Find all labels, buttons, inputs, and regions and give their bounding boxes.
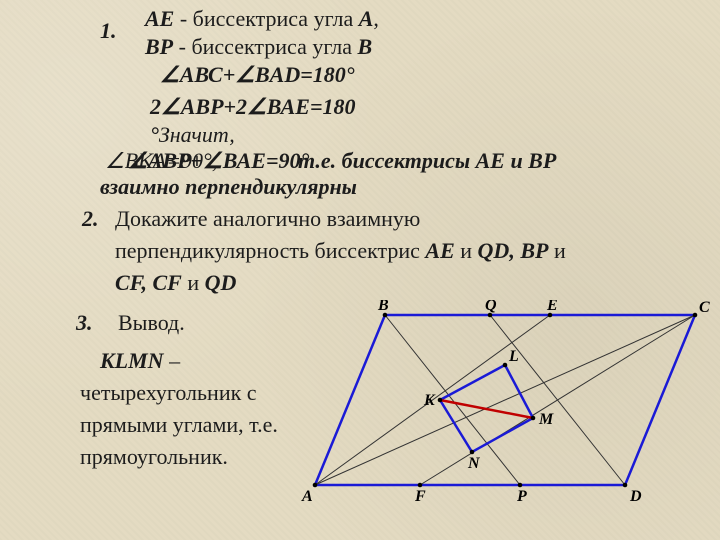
step2-l2: перпендикулярность биссектрис АЕ и QD, B… xyxy=(115,238,566,264)
eq1: ∠АВС+∠BAD=180° xyxy=(160,62,355,88)
step3-l2: KLMN – xyxy=(100,348,180,374)
svg-text:K: K xyxy=(423,392,436,409)
svg-text:F: F xyxy=(414,488,426,505)
svg-text:D: D xyxy=(629,488,642,505)
concl-a: т.е. биссектрисы АЕ и ВР xyxy=(298,148,556,174)
step1-number: 1. xyxy=(100,18,117,44)
eq2: 2∠АВР+2∠ВАЕ=180 xyxy=(150,94,356,120)
svg-text:A: A xyxy=(301,488,313,505)
step2-l1: Докажите аналогично взаимную xyxy=(115,206,420,232)
step3-l4: прямыми углами, т.е. xyxy=(80,412,278,438)
svg-text:E: E xyxy=(546,300,558,314)
concl-b: взаимно перпендикулярны xyxy=(100,174,357,200)
step3-l3: четырехугольник с xyxy=(80,380,257,406)
step1-line2: ВР - биссектриса угла В xyxy=(145,34,372,60)
step2-l3: CF, CF и QD xyxy=(115,270,236,296)
step2-number: 2. xyxy=(82,206,99,232)
step3-number: 3. xyxy=(76,310,93,336)
step3-l1: Вывод. xyxy=(118,310,185,336)
svg-text:M: M xyxy=(538,411,554,428)
svg-text:B: B xyxy=(377,300,389,314)
step1-line1: АЕ - биссектриса угла А, xyxy=(145,6,379,32)
znachit: °Значит, xyxy=(150,122,235,148)
svg-text:L: L xyxy=(508,348,519,365)
svg-text:P: P xyxy=(516,488,527,505)
eq3-overlap: ∠АВР+∠ВАЕ=90° xyxy=(128,148,309,174)
svg-text:C: C xyxy=(699,300,710,316)
svg-text:N: N xyxy=(467,455,481,472)
geometry-figure: A B C D Q E F P K L M N xyxy=(290,300,710,510)
svg-text:Q: Q xyxy=(485,300,497,314)
step3-l5: прямоугольник. xyxy=(80,444,228,470)
